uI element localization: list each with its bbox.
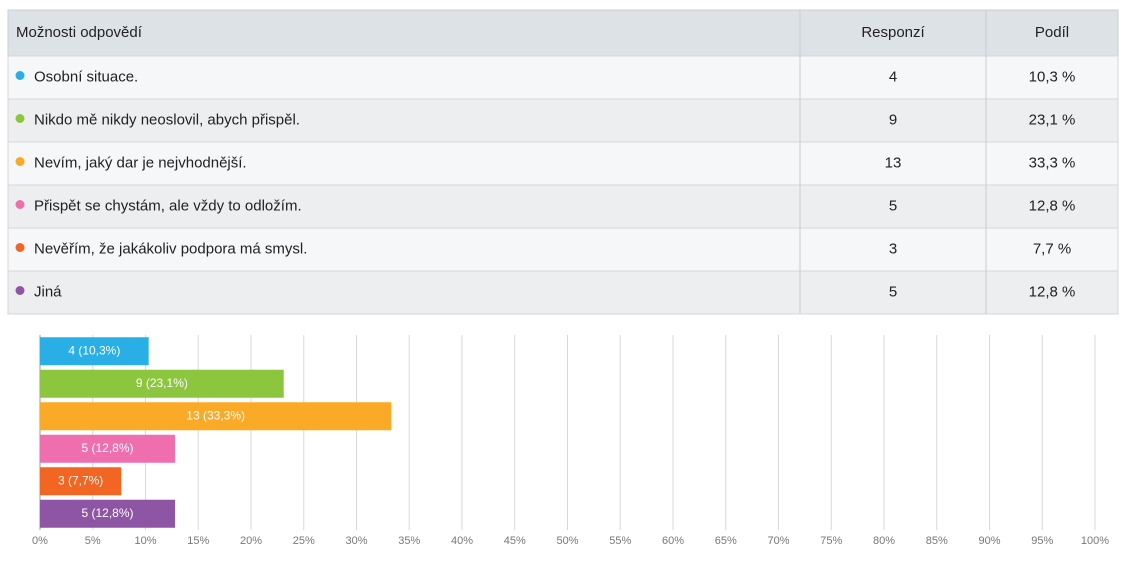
x-tick-label: 55% xyxy=(609,535,631,547)
table-cell: Jiná xyxy=(34,283,62,300)
bar xyxy=(40,337,149,366)
row-bg xyxy=(7,98,1119,143)
table-cell: Přispět se chystám, ale vždy to odložím. xyxy=(34,197,302,214)
row-bg xyxy=(7,270,1119,315)
x-tick-label: 0% xyxy=(32,535,48,547)
header-cell: Možnosti odpovědí xyxy=(16,24,143,41)
x-tick-label: 10% xyxy=(134,535,156,547)
header-cell: Responzí xyxy=(861,24,925,41)
header-bg xyxy=(7,9,1119,57)
table-cell: 5 xyxy=(889,283,897,300)
data-label: 9 (23,1%) xyxy=(136,376,188,390)
table-cell: 12,8 % xyxy=(1029,283,1076,300)
row-dot xyxy=(15,157,25,166)
bar xyxy=(40,369,284,398)
row-dot xyxy=(15,243,25,252)
x-tick-label: 95% xyxy=(1031,535,1053,547)
data-label: 5 (12,8%) xyxy=(82,506,134,520)
row-bg xyxy=(7,55,1119,100)
bar xyxy=(40,434,176,463)
table-cell: 12,8 % xyxy=(1029,197,1076,214)
row-bg xyxy=(7,227,1119,272)
row-bg xyxy=(7,141,1119,186)
x-tick-label: 5% xyxy=(85,535,101,547)
table-cell: Osobní situace. xyxy=(34,68,138,85)
bar xyxy=(40,499,176,528)
bar xyxy=(40,467,122,496)
data-label: 13 (33,3%) xyxy=(186,408,245,422)
data-label: 3 (7,7%) xyxy=(58,473,103,487)
x-tick-label: 80% xyxy=(873,535,895,547)
x-tick-label: 25% xyxy=(293,535,315,547)
table-cell: Nevěřím, že jakákoliv podpora má smysl. xyxy=(34,240,307,257)
x-tick-label: 90% xyxy=(978,535,1000,547)
header-cell: Podíl xyxy=(1035,24,1069,41)
x-tick-label: 50% xyxy=(556,535,578,547)
data-label: 5 (12,8%) xyxy=(82,441,134,455)
x-tick-label: 15% xyxy=(187,535,209,547)
x-tick-label: 35% xyxy=(398,535,420,547)
bar xyxy=(40,402,392,431)
data-label: 4 (10,3%) xyxy=(68,343,120,357)
x-tick-label: 70% xyxy=(767,535,789,547)
table-cell: 4 xyxy=(889,68,897,85)
x-tick-label: 60% xyxy=(662,535,684,547)
table-cell: 13 xyxy=(885,154,902,171)
table-cell: 33,3 % xyxy=(1029,154,1076,171)
x-tick-label: 65% xyxy=(715,535,737,547)
x-tick-label: 45% xyxy=(504,535,526,547)
table-cell: 3 xyxy=(889,240,897,257)
table-cell: 10,3 % xyxy=(1029,68,1076,85)
table-cell: 9 xyxy=(889,111,897,128)
table-cell: Nevím, jaký dar je nejvhodnější. xyxy=(34,154,247,171)
x-tick-label: 75% xyxy=(820,535,842,547)
x-tick-label: 30% xyxy=(345,535,367,547)
x-tick-label: 100% xyxy=(1081,535,1109,547)
row-dot xyxy=(15,286,25,295)
row-dot xyxy=(15,114,25,123)
table-cell: 23,1 % xyxy=(1029,111,1076,128)
x-tick-label: 20% xyxy=(240,535,262,547)
table-cell: Nikdo mě nikdy neoslovil, abych přispěl. xyxy=(34,111,300,128)
table-cell: 5 xyxy=(889,197,897,214)
table-cell: 7,7 % xyxy=(1033,240,1071,257)
row-bg xyxy=(7,184,1119,229)
row-dot xyxy=(15,200,25,209)
row-dot xyxy=(15,71,25,80)
x-tick-label: 40% xyxy=(451,535,473,547)
x-tick-label: 85% xyxy=(926,535,948,547)
